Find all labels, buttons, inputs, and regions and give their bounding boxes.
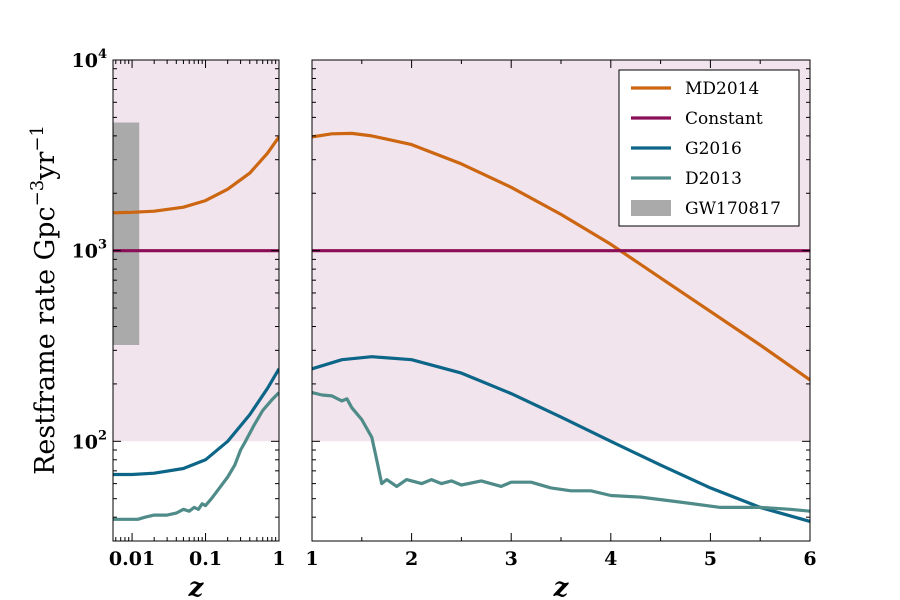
legend-swatch-gw170817 — [631, 200, 671, 216]
x-tick-label-left: 0.1 — [189, 548, 222, 570]
x-tick-label-left: 0.01 — [109, 548, 155, 570]
left-panel-log-z: 0.01 0.1 1 102 103 104 — [72, 47, 286, 570]
legend-label-gw170817: GW170817 — [685, 199, 781, 219]
y-tick-label: 102 — [72, 428, 108, 453]
x-tick-label-right: 4 — [604, 548, 617, 570]
legend: MD2014 Constant G2016 D2013 GW170817 — [618, 69, 800, 227]
x-axis-label-right: z — [553, 573, 570, 600]
x-tick-label-right: 6 — [803, 548, 816, 570]
x-tick-label-right: 5 — [704, 548, 717, 570]
legend-label-md2014: MD2014 — [685, 79, 759, 99]
series-line-d2013-right — [312, 391, 810, 513]
legend-label-constant: Constant — [685, 109, 763, 129]
series-line-g2016-left — [113, 367, 279, 477]
legend-label-d2013: D2013 — [685, 169, 742, 189]
series-line-d2013-left — [113, 391, 279, 521]
series-line-md2014-right — [312, 131, 810, 382]
x-axis-label-left: z — [188, 573, 205, 600]
y-tick-label: 104 — [72, 47, 108, 72]
series-line-g2016-right — [312, 355, 810, 523]
series-group-right — [312, 131, 810, 523]
x-tick-label-left: 1 — [272, 548, 285, 570]
x-tick-label-right: 1 — [305, 548, 318, 570]
x-tick-label-right: 2 — [405, 548, 418, 570]
series-line-md2014-left — [113, 135, 279, 215]
y-axis-label: Restframe rate Gpc−3yr−1 — [27, 125, 61, 475]
x-tick-label-right: 3 — [505, 548, 518, 570]
gw170817-box — [113, 122, 140, 346]
series-group-left — [113, 122, 279, 521]
axes-frame-left — [112, 59, 280, 542]
y-tick-label: 103 — [72, 238, 108, 263]
axes-frame-right — [311, 59, 811, 542]
legend-label-g2016: G2016 — [685, 139, 742, 159]
